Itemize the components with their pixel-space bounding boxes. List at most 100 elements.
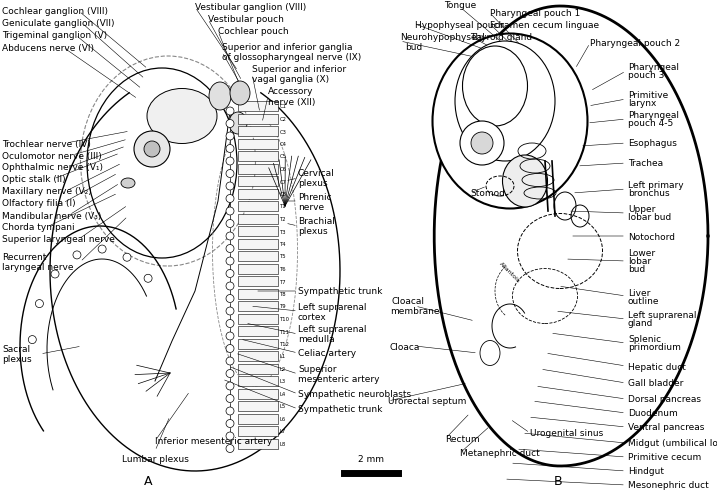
Circle shape xyxy=(226,183,234,190)
Text: T11: T11 xyxy=(280,329,290,334)
Text: C6: C6 xyxy=(280,167,287,172)
Text: vagal ganglia (X): vagal ganglia (X) xyxy=(252,75,329,84)
Circle shape xyxy=(35,300,44,308)
Circle shape xyxy=(226,158,234,166)
Text: Allantois: Allantois xyxy=(499,260,521,283)
Text: pouch 4-5: pouch 4-5 xyxy=(628,119,673,128)
Text: L3: L3 xyxy=(280,379,286,384)
Text: Pharyngeal pouch 1: Pharyngeal pouch 1 xyxy=(490,10,580,19)
Bar xyxy=(238,226,278,236)
Text: C5: C5 xyxy=(280,154,287,159)
Text: Urorectal septum: Urorectal septum xyxy=(388,397,466,406)
Text: T1: T1 xyxy=(280,204,287,209)
Text: primordium: primordium xyxy=(628,343,681,352)
Text: Mandibular nerve (V₃): Mandibular nerve (V₃) xyxy=(2,211,101,220)
Text: bud: bud xyxy=(405,43,422,52)
Text: gland: gland xyxy=(628,319,653,328)
Text: T2: T2 xyxy=(280,216,287,221)
Ellipse shape xyxy=(209,83,231,111)
Bar xyxy=(238,389,278,399)
Circle shape xyxy=(226,395,234,403)
Bar xyxy=(238,277,278,287)
Bar xyxy=(238,102,278,112)
Text: Recurrent: Recurrent xyxy=(2,253,47,262)
Text: L7: L7 xyxy=(280,429,286,434)
Text: Phrenic: Phrenic xyxy=(298,192,332,201)
Bar xyxy=(238,264,278,274)
Text: Cervical: Cervical xyxy=(298,169,335,178)
Text: mesenteric artery: mesenteric artery xyxy=(298,375,379,384)
Text: Trochlear nerve (IV): Trochlear nerve (IV) xyxy=(2,139,91,148)
Text: Superior and inferior ganglia: Superior and inferior ganglia xyxy=(222,44,353,53)
Text: Upper: Upper xyxy=(628,205,655,214)
Text: T5: T5 xyxy=(280,254,287,259)
Bar xyxy=(238,376,278,386)
Text: Trigeminal ganglion (V): Trigeminal ganglion (V) xyxy=(2,32,107,41)
Bar xyxy=(238,314,278,324)
Circle shape xyxy=(226,258,234,266)
Text: Vestibular ganglion (VIII): Vestibular ganglion (VIII) xyxy=(195,4,306,13)
Text: Lower: Lower xyxy=(628,249,655,258)
Ellipse shape xyxy=(147,89,217,144)
Bar xyxy=(238,214,278,224)
Text: Primitive cecum: Primitive cecum xyxy=(628,452,701,461)
Text: Lumbar plexus: Lumbar plexus xyxy=(122,454,189,463)
Ellipse shape xyxy=(230,82,250,106)
Text: bronchus: bronchus xyxy=(628,189,670,198)
Text: Sympathetic trunk: Sympathetic trunk xyxy=(298,287,382,296)
Text: L6: L6 xyxy=(280,416,286,421)
Text: Stomodeum: Stomodeum xyxy=(470,189,525,198)
Bar xyxy=(238,364,278,374)
Text: C8: C8 xyxy=(280,191,287,196)
Circle shape xyxy=(226,420,234,428)
Bar xyxy=(238,189,278,199)
Text: Metanephric duct: Metanephric duct xyxy=(460,448,540,457)
Text: Inferior mesenteric artery: Inferior mesenteric artery xyxy=(155,437,272,445)
Bar xyxy=(238,127,278,137)
Circle shape xyxy=(226,170,234,178)
Text: T12: T12 xyxy=(280,341,290,346)
Circle shape xyxy=(144,275,152,283)
Circle shape xyxy=(226,308,234,315)
Circle shape xyxy=(226,120,234,128)
Text: 2 mm: 2 mm xyxy=(358,454,384,463)
Circle shape xyxy=(226,345,234,353)
Ellipse shape xyxy=(455,42,555,162)
Text: C4: C4 xyxy=(280,142,287,147)
Text: Pharyngeal pouch 2: Pharyngeal pouch 2 xyxy=(590,40,680,49)
Text: lobar bud: lobar bud xyxy=(628,213,671,222)
Circle shape xyxy=(471,133,493,155)
Text: plexus: plexus xyxy=(298,179,328,188)
Bar xyxy=(238,339,278,349)
Text: B: B xyxy=(554,474,562,487)
Circle shape xyxy=(226,195,234,203)
Text: Notochord: Notochord xyxy=(628,232,675,241)
Text: Trachea: Trachea xyxy=(628,159,663,168)
Bar xyxy=(238,177,278,187)
Text: Vestibular pouch: Vestibular pouch xyxy=(208,16,284,25)
Bar xyxy=(238,201,278,211)
Bar xyxy=(238,401,278,411)
Circle shape xyxy=(226,220,234,228)
Circle shape xyxy=(226,283,234,291)
Circle shape xyxy=(226,407,234,415)
Text: pouch 3: pouch 3 xyxy=(628,71,665,80)
Text: Sympathetic neuroblasts: Sympathetic neuroblasts xyxy=(298,390,411,399)
Text: Superior and inferior: Superior and inferior xyxy=(252,65,346,74)
Circle shape xyxy=(226,108,234,116)
Circle shape xyxy=(123,254,131,262)
Text: of glossopharyngeal nerve (IX): of glossopharyngeal nerve (IX) xyxy=(222,54,361,63)
Circle shape xyxy=(226,357,234,365)
Bar xyxy=(238,414,278,424)
Text: outline: outline xyxy=(628,296,660,305)
Text: Left suprarenal: Left suprarenal xyxy=(298,325,366,334)
Text: Accessory: Accessory xyxy=(268,87,313,96)
Circle shape xyxy=(226,232,234,240)
Text: Abducens nerve (VI): Abducens nerve (VI) xyxy=(2,44,94,53)
Text: Neurohypophyseal: Neurohypophyseal xyxy=(400,33,485,42)
Text: C2: C2 xyxy=(280,117,287,122)
Text: Left primary: Left primary xyxy=(628,181,683,190)
Text: Ophthalmic nerve (V₁): Ophthalmic nerve (V₁) xyxy=(2,163,103,172)
Text: L5: L5 xyxy=(280,404,286,409)
Text: Pharyngeal: Pharyngeal xyxy=(628,63,679,72)
